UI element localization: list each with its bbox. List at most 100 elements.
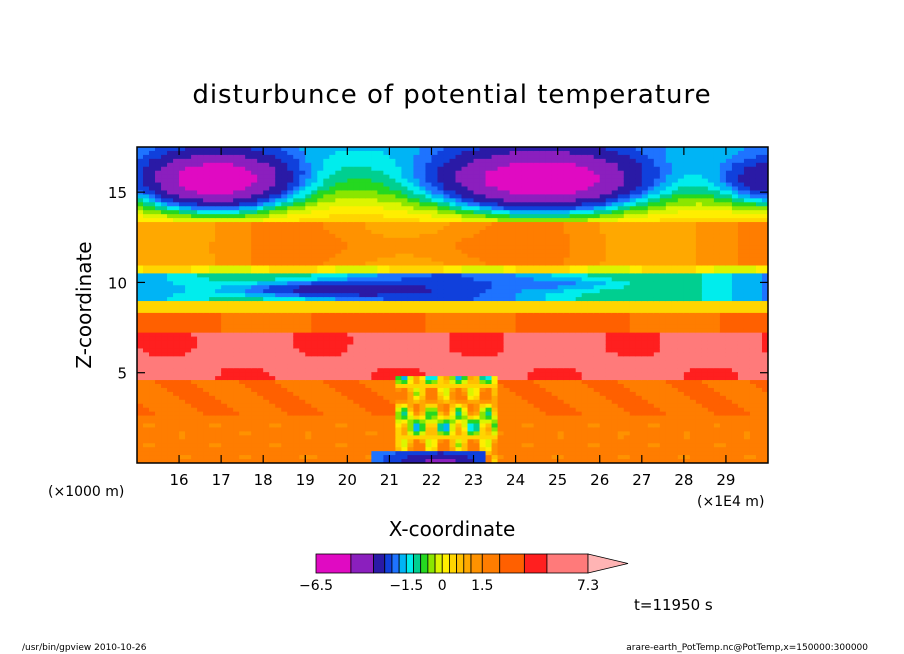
contour-cell [299, 380, 306, 385]
contour-cell [329, 166, 336, 172]
contour-cell [209, 360, 216, 365]
contour-cell [509, 226, 517, 231]
contour-cell [137, 233, 144, 239]
contour-cell [185, 443, 192, 448]
contour-cell [167, 352, 174, 357]
contour-cell [245, 245, 252, 251]
contour-cell [209, 324, 216, 330]
contour-cell [185, 218, 192, 223]
contour-cell [221, 427, 228, 432]
contour-cell [257, 423, 264, 429]
contour-cell [365, 178, 372, 184]
contour-cell [179, 443, 186, 448]
contour-cell [305, 376, 312, 381]
contour-cell [335, 237, 342, 243]
contour-cell [209, 233, 216, 239]
contour-cell [245, 403, 252, 409]
contour-cell [275, 170, 282, 176]
contour-cell [479, 356, 487, 361]
contour-cell [299, 356, 306, 361]
contour-cell [227, 415, 234, 421]
contour-cell [425, 451, 433, 456]
contour-cell [395, 150, 403, 156]
contour-cell [191, 147, 198, 152]
contour-cell [281, 147, 288, 152]
contour-cell [185, 170, 192, 176]
contour-cell [395, 344, 403, 350]
contour-cell [317, 273, 324, 278]
contour-cell [293, 285, 300, 290]
contour-cell [353, 352, 360, 357]
contour-cell [287, 340, 294, 346]
contour-cell [341, 297, 348, 302]
contour-cell [317, 443, 324, 448]
contour-cell [323, 170, 330, 176]
contour-cell [167, 158, 174, 164]
contour-cell [305, 147, 312, 152]
contour-cell [503, 427, 511, 432]
contour-cell [173, 431, 180, 436]
contour-cell [365, 443, 372, 448]
contour-cell [323, 245, 330, 251]
contour-cell [311, 403, 318, 409]
contour-cell [467, 427, 475, 432]
contour-cell [143, 352, 150, 357]
contour-cell [149, 384, 156, 389]
contour-cell [371, 332, 378, 338]
contour-cell [179, 324, 186, 330]
contour-cell [407, 340, 415, 346]
contour-cell [473, 245, 481, 251]
contour-cell [341, 277, 348, 282]
contour-cell [299, 372, 306, 377]
contour-cell [293, 419, 300, 425]
contour-cell [395, 261, 403, 267]
contour-cell [329, 182, 336, 188]
contour-cell [371, 364, 378, 369]
contour-cell [251, 447, 258, 452]
contour-cell [275, 415, 282, 421]
contour-cell [281, 399, 288, 405]
contour-cell [419, 249, 427, 255]
contour-cell [359, 147, 366, 152]
contour-cell [473, 380, 481, 385]
contour-cell [281, 174, 288, 180]
contour-cell [275, 229, 282, 235]
contour-cell [161, 352, 168, 357]
contour-cell [479, 257, 487, 263]
contour-cell [191, 277, 198, 282]
contour-cell [485, 222, 493, 227]
contour-cell [179, 399, 186, 405]
contour-cell [185, 162, 192, 168]
contour-cell [191, 226, 198, 231]
contour-cell [203, 391, 210, 397]
contour-cell [383, 384, 390, 389]
contour-cell [365, 147, 372, 152]
contour-cell [305, 162, 312, 168]
contour-cell [167, 269, 174, 274]
contour-cell [251, 269, 258, 274]
contour-cell [251, 301, 258, 306]
contour-cell [179, 297, 186, 302]
contour-cell [437, 320, 445, 326]
contour-cell [503, 419, 511, 425]
contour-cell [455, 411, 463, 417]
contour-cell [257, 178, 264, 184]
contour-cell [149, 387, 156, 393]
contour-cell [437, 459, 445, 463]
contour-cell [293, 439, 300, 444]
contour-cell [233, 411, 240, 417]
contour-cell [143, 376, 150, 381]
contour-cell [203, 439, 210, 444]
contour-cell [227, 447, 234, 452]
contour-cell [143, 316, 150, 322]
contour-cell [335, 360, 342, 365]
contour-cell [155, 443, 162, 448]
contour-cell [455, 439, 463, 444]
contour-cell [377, 202, 384, 207]
contour-cell [263, 356, 270, 361]
contour-cell [275, 233, 282, 239]
contour-cell [365, 348, 372, 353]
contour-cell [179, 214, 186, 219]
contour-cell [245, 170, 252, 176]
